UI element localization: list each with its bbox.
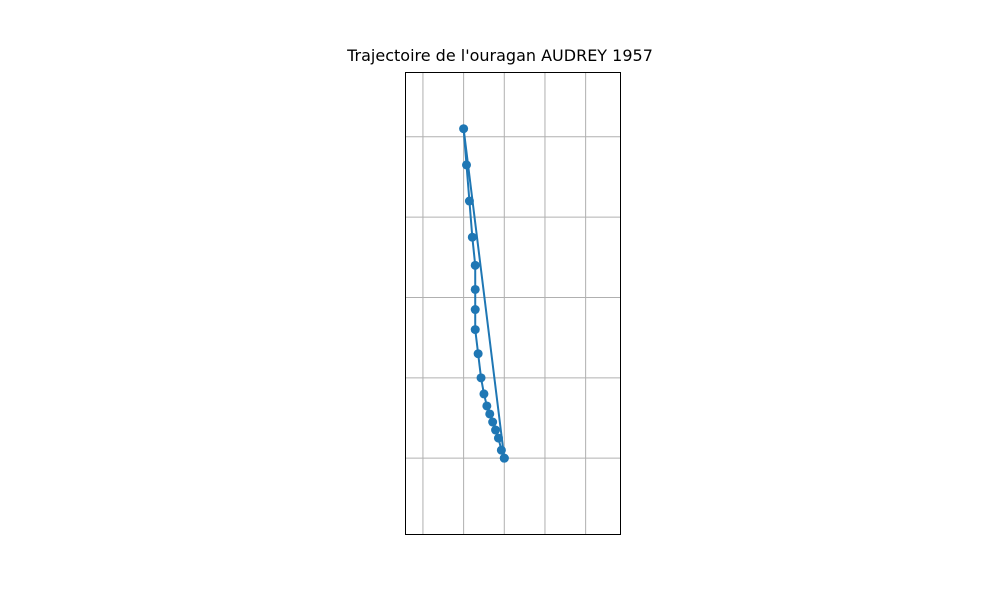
track-point (459, 124, 469, 134)
track-point (499, 453, 509, 463)
track-point (470, 284, 480, 294)
track-point (488, 417, 498, 427)
track-point (485, 409, 495, 419)
track-point (473, 349, 483, 359)
track-point (479, 389, 489, 399)
track-point (491, 425, 501, 435)
track-point (470, 260, 480, 270)
grid-layer (405, 72, 621, 535)
track-point (470, 305, 480, 315)
track-point (493, 433, 503, 443)
track-point (482, 401, 492, 411)
track-point (496, 445, 506, 455)
series-layer (459, 124, 509, 463)
plot-frame (405, 72, 621, 535)
track-point (464, 196, 474, 206)
track-point (462, 160, 472, 170)
chart-title: Trajectoire de l'ouragan AUDREY 1957 (347, 46, 653, 65)
track-point (467, 232, 477, 242)
track-point (476, 373, 486, 383)
track-point (470, 325, 480, 335)
